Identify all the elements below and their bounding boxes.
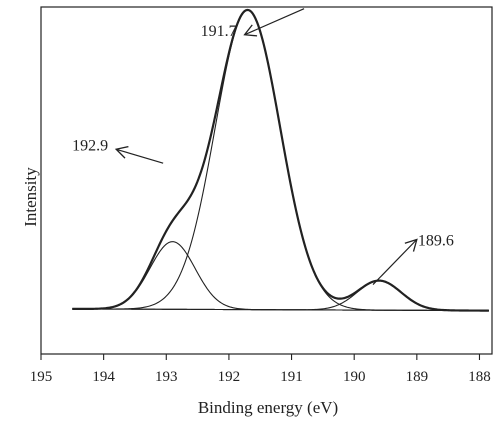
x-tick-label-192: 192	[218, 369, 241, 385]
x-tick-label-190: 190	[343, 369, 366, 385]
series-group	[72, 8, 489, 312]
annotation-arrow-192.9	[114, 145, 164, 164]
baseline-line	[72, 308, 489, 312]
x-tick-label-188: 188	[468, 369, 491, 385]
peak-annotations: 191.7 192.9 189.6	[72, 8, 454, 286]
x-tick-label-195: 195	[30, 369, 53, 385]
plot-frame	[40, 6, 493, 355]
x-tick-label-194: 194	[92, 369, 115, 385]
x-tick-label-191: 191	[280, 369, 303, 385]
y-axis-label: Intensity	[21, 167, 40, 227]
x-tick-label-189: 189	[406, 369, 429, 385]
annotation-label-189.6: 189.6	[418, 232, 454, 249]
annotation-label-191.7: 191.7	[201, 23, 237, 40]
component-curve-189.6	[72, 280, 489, 312]
annotation-arrow-191.7	[243, 8, 305, 37]
x-tick-label-193: 193	[155, 369, 178, 385]
component-curve-191.7	[72, 9, 489, 312]
x-axis-label: Binding energy (eV)	[198, 398, 338, 417]
x-axis-ticks: 195 194 193 192 191 190 189 188	[30, 354, 491, 385]
component-curve-192.9	[72, 241, 489, 312]
annotation-label-192.9: 192.9	[72, 137, 108, 154]
annotation-arrow-189.6	[372, 238, 418, 286]
envelope-curve	[72, 8, 489, 312]
